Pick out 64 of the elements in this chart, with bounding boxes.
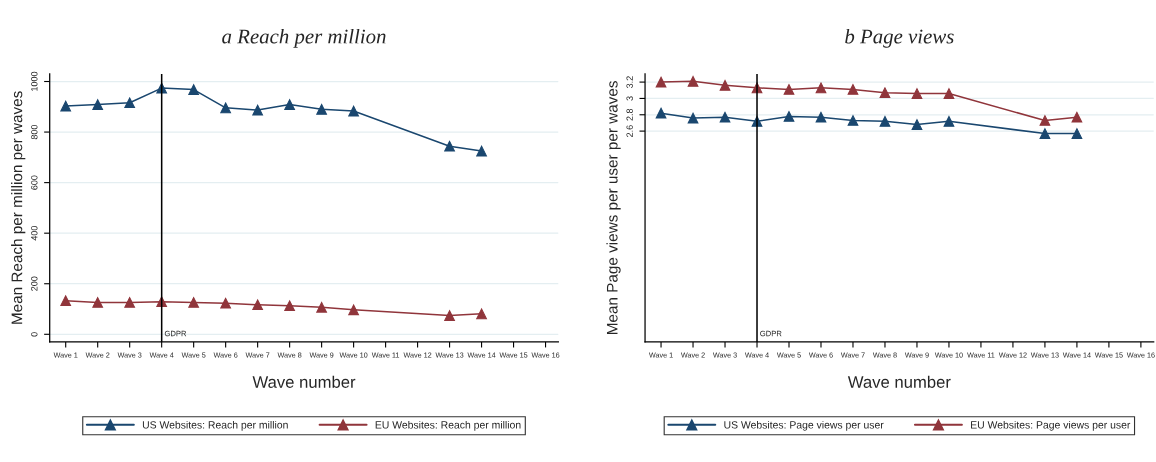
legend-label: US Websites: Reach per million [142, 420, 288, 431]
point [220, 297, 232, 309]
point [348, 304, 359, 316]
point [655, 76, 667, 88]
point [783, 84, 795, 95]
point [847, 115, 859, 126]
point [476, 308, 487, 320]
point [687, 112, 699, 124]
y-tick-label: 400 [31, 226, 38, 241]
chart-title: b Page views [845, 28, 954, 48]
legend-label: EU Websites: Page views per user [971, 420, 1131, 431]
legend-label: US Websites: Page views per user [724, 420, 884, 431]
y-tick-label: 3.2 [626, 76, 633, 89]
point [911, 88, 923, 99]
chart-title: a Reach per million [222, 28, 386, 48]
point [124, 97, 136, 109]
point [60, 295, 72, 307]
y-tick-label: 800 [31, 124, 38, 140]
y-tick-label: 2.8 [626, 108, 633, 121]
y-tick-label: 2.6 [626, 125, 633, 137]
point [719, 79, 731, 91]
point [284, 99, 296, 110]
y-tick-label: 0 [31, 332, 38, 337]
y-axis-title: Mean Page views per user per waves [606, 81, 621, 335]
legend-label: EU Websites: Reach per million [375, 420, 521, 431]
point [1071, 128, 1083, 139]
point [943, 115, 955, 127]
point [911, 119, 923, 130]
point [316, 103, 327, 115]
point [188, 84, 200, 95]
point [476, 145, 487, 157]
point [60, 100, 72, 112]
y-axis-title: Mean Reach per million per waves [11, 91, 26, 324]
y-tick-label: 3 [626, 96, 633, 101]
point [220, 102, 232, 114]
point [655, 107, 667, 119]
point [783, 111, 795, 122]
y-tick-label: 1000 [31, 71, 38, 91]
y-tick-label: 600 [31, 175, 38, 190]
point [252, 104, 264, 116]
x-axis-title: Wave number [252, 375, 356, 388]
point [316, 301, 327, 313]
point [444, 310, 455, 321]
point [284, 300, 296, 312]
point [1039, 128, 1051, 139]
y-tick-label: 200 [31, 276, 38, 291]
point [879, 87, 891, 99]
point [687, 75, 699, 87]
x-axis-title: Wave number [847, 375, 951, 388]
point [719, 111, 731, 123]
point [1071, 111, 1083, 123]
point [252, 299, 264, 311]
point [847, 84, 859, 95]
point [444, 140, 455, 152]
point [815, 111, 827, 123]
point [348, 105, 359, 117]
point [188, 297, 200, 308]
point [1039, 115, 1051, 126]
point [92, 99, 104, 110]
point [92, 297, 104, 308]
point [815, 82, 827, 94]
point [943, 88, 955, 99]
point [879, 115, 891, 127]
point [124, 297, 136, 308]
